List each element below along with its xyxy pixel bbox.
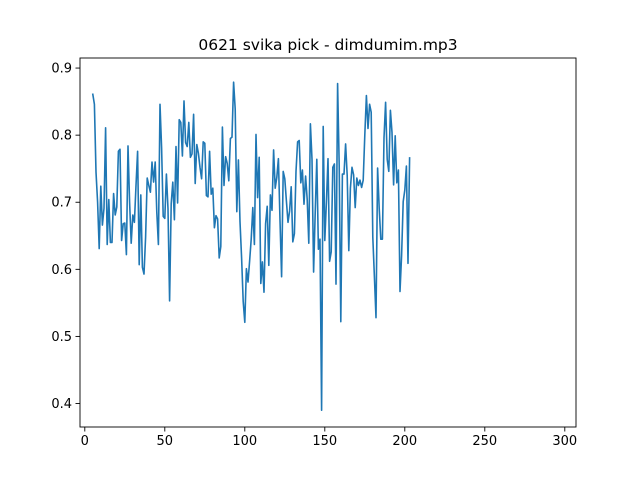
x-axis: 0 50 100 150 200 250 300 — [81, 427, 577, 449]
y-tick-label: 0.5 — [51, 330, 72, 345]
x-tick-label: 200 — [392, 434, 417, 449]
series-line — [91, 81, 411, 412]
x-tick-label: 100 — [232, 434, 257, 449]
x-tick-label: 300 — [552, 434, 577, 449]
plot-area — [80, 58, 576, 427]
x-tick-label: 250 — [472, 434, 497, 449]
y-tick-label: 0.6 — [51, 263, 72, 278]
x-tick-label: 0 — [81, 434, 89, 449]
y-tick-label: 0.9 — [51, 62, 72, 77]
chart-title: 0621 svika pick - dimdumim.mp3 — [198, 36, 457, 54]
y-tick-label: 0.8 — [51, 129, 72, 144]
y-tick-label: 0.7 — [51, 196, 72, 211]
plot-frame — [79, 57, 577, 428]
y-tick-label: 0.4 — [51, 397, 72, 412]
x-tick-label: 150 — [312, 434, 337, 449]
x-tick-label: 50 — [157, 434, 174, 449]
y-axis: 0.4 0.5 0.6 0.7 0.8 0.9 — [51, 62, 80, 412]
